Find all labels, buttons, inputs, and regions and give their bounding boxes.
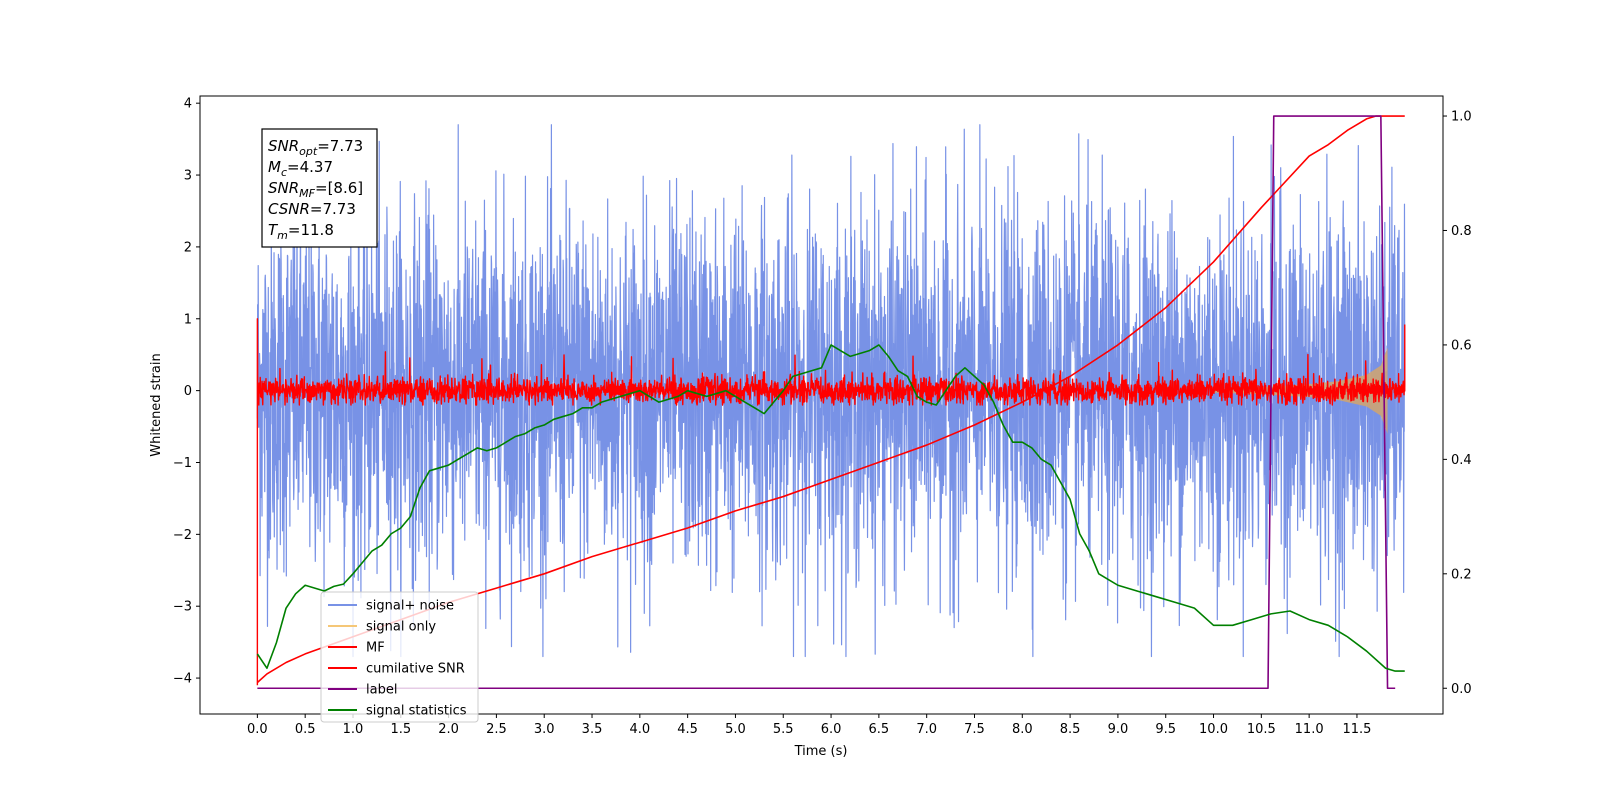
x-tick-label: 9.0 [1108,722,1129,737]
info-box-line: CSNR=7.73 [268,200,356,218]
x-tick-label: 10.0 [1199,722,1228,737]
x-tick-label: 7.5 [964,722,985,737]
legend-label: cumilative SNR [366,662,465,677]
y-left-tick-label: −4 [173,672,192,687]
x-tick-label: 1.0 [343,722,364,737]
legend: signal+ noise signal only MF cumilative SNR… [320,591,479,723]
x-tick-label: 5.0 [725,722,746,737]
y-right-tick-label: 1.0 [1451,110,1472,125]
legend-frame [320,591,479,723]
x-tick-label: 10.5 [1247,722,1276,737]
x-tick-label: 11.0 [1295,722,1324,737]
x-tick-label: 3.0 [534,722,555,737]
x-tick-label: 9.5 [1155,722,1176,737]
series-signal-noise [256,124,1406,658]
y-axis-right: 1.0 0.8 0.6 0.4 0.2 0.0 [1443,110,1472,697]
x-tick-label: 8.0 [1012,722,1033,737]
series-mf [256,318,1406,686]
legend-label: signal only [366,620,436,635]
legend-label: MF [366,641,385,656]
x-tick-label: 0.5 [295,722,316,737]
legend-label: label [366,683,397,698]
y-right-tick-label: 0.4 [1451,453,1472,468]
x-tick-label: 6.0 [821,722,842,737]
y-left-tick-label: 1 [184,312,192,327]
y-right-tick-label: 0.0 [1451,682,1472,697]
x-axis: 0.0 0.5 1.0 1.5 2.0 2.5 3.0 3.5 4.0 4.5 5.0 5.5 6.0 6… [247,714,1371,737]
series-label [257,115,1396,690]
y-left-tick-label: 2 [184,240,192,255]
info-box-line: Tm=11.8 [268,221,334,242]
y-left-tick-label: −1 [173,456,192,471]
x-tick-label: 2.0 [438,722,459,737]
y-right-tick-label: 0.6 [1451,338,1472,353]
x-tick-label: 2.5 [486,722,507,737]
x-tick-label: 3.5 [582,722,603,737]
info-box-line: SNRopt=7.73 [268,137,363,158]
x-tick-label: 1.5 [390,722,411,737]
x-tick-label: 11.5 [1342,722,1371,737]
y-right-tick-label: 0.2 [1451,567,1472,582]
legend-label: signal statistics [366,704,467,719]
y-left-tick-label: 3 [184,169,192,184]
plot-frame [199,95,1444,715]
x-tick-label: 5.5 [773,722,794,737]
x-tick-label: 7.0 [916,722,937,737]
y-axis-left-label: Whitened strain [149,353,164,456]
x-tick-label: 0.0 [247,722,268,737]
y-left-tick-label: −3 [173,600,192,615]
x-tick-label: 4.5 [677,722,698,737]
info-box-line: Mc=4.37 [268,158,333,179]
y-left-tick-label: 0 [184,384,192,399]
info-box-frame [261,128,378,248]
y-left-tick-label: −2 [173,528,192,543]
series-signal-statistics [256,344,1405,672]
x-axis-label: Time (s) [794,744,848,759]
y-left-tick-label: 4 [184,97,192,112]
y-axis-left: 4 3 2 1 0 −1 −2 −3 −4 [173,97,200,687]
x-tick-label: 6.5 [869,722,890,737]
info-box-line: SNRMF=[8.6] [268,179,363,200]
y-right-tick-label: 0.8 [1451,224,1472,239]
x-tick-label: 4.0 [629,722,650,737]
x-tick-label: 8.5 [1060,722,1081,737]
legend-label: signal+ noise [366,599,454,614]
